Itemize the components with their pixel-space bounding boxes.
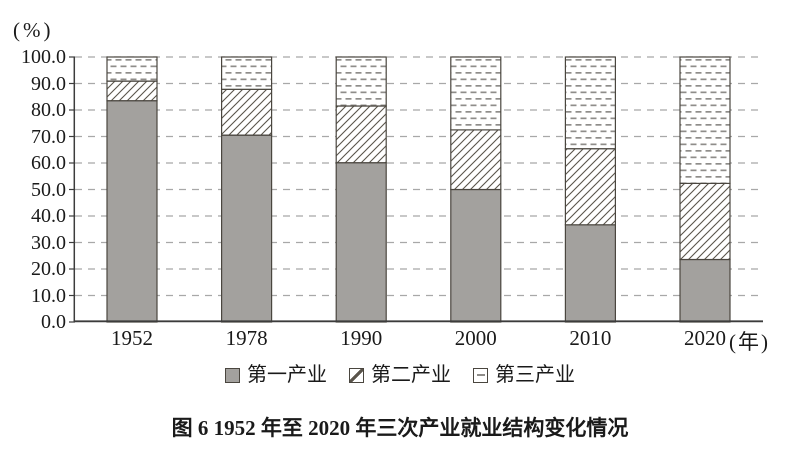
bar-segment-第一产业-1990: [335, 162, 387, 323]
figure-caption: 图 6 1952 年至 2020 年三次产业就业结构变化情况: [171, 416, 629, 440]
legend-item: 第一产业: [225, 363, 327, 387]
y-tick-label: 50.0: [31, 178, 66, 201]
x-tick-label: 2000: [454, 326, 497, 350]
bar-segment-第三产业-1978: [221, 56, 273, 90]
bar-segment-第二产业-2000: [450, 129, 502, 191]
bar-segment-第二产业-1952: [106, 80, 158, 102]
plot-area: [69, 56, 763, 323]
axes: [69, 56, 763, 323]
bars: [106, 56, 731, 323]
bar-segment-第三产业-2000: [450, 56, 502, 131]
solid-gray-square-icon: [225, 367, 240, 383]
bar-segment-第二产业-2010: [564, 148, 616, 226]
y-tick-label: 20.0: [31, 258, 66, 280]
x-tick-label: 2010: [569, 326, 612, 350]
legend-item: 第三产业: [473, 363, 575, 387]
bar-segment-第一产业-2010: [564, 224, 616, 323]
y-tick-label: 60.0: [31, 152, 66, 174]
horizontal-dash-square-icon: [473, 367, 488, 383]
bar-segment-第三产业-1990: [335, 56, 387, 107]
x-tick-label: 1978: [225, 326, 268, 350]
y-tick-label: 30.0: [31, 231, 66, 254]
y-tick-label: 90.0: [31, 72, 66, 95]
x-tick-label: 2020: [684, 326, 726, 350]
bar-segment-第二产业-2020: [679, 182, 731, 261]
bar-segment-第一产业-1978: [221, 134, 273, 323]
y-tick-label: 0.0: [41, 311, 66, 333]
legend-label: 第一产业: [247, 364, 327, 386]
legend: 第一产业 第二产业 第三产业: [0, 363, 800, 387]
bar-segment-第二产业-1978: [221, 88, 273, 136]
bar-segment-第一产业-1952: [106, 100, 158, 323]
y-tick-label: 40.0: [31, 205, 66, 227]
bar-segment-第二产业-1990: [335, 105, 387, 164]
y-axis-unit-label: (%): [13, 18, 54, 42]
bar-segment-第三产业-2020: [679, 56, 731, 185]
bar-segment-第一产业-2020: [679, 258, 731, 323]
x-axis-unit-label: (年): [729, 330, 770, 354]
y-tick-label: 70.0: [31, 125, 66, 148]
y-tick-label: 80.0: [31, 99, 66, 121]
legend-label: 第三产业: [495, 364, 575, 386]
gridlines: [75, 56, 763, 297]
y-tick-label: 10.0: [31, 284, 66, 307]
diagonal-hatch-square-icon: [349, 367, 364, 383]
x-tick-label: 1952: [111, 326, 153, 350]
legend-item: 第二产业: [349, 363, 451, 387]
y-tick-label: 100.0: [21, 46, 66, 68]
bar-segment-第三产业-2010: [564, 56, 616, 150]
bar-segment-第三产业-1952: [106, 56, 158, 82]
legend-label: 第二产业: [371, 364, 451, 386]
bar-segment-第一产业-2000: [450, 188, 502, 323]
bar-chart-canvas: [69, 56, 763, 323]
x-tick-label: 1990: [340, 326, 383, 350]
